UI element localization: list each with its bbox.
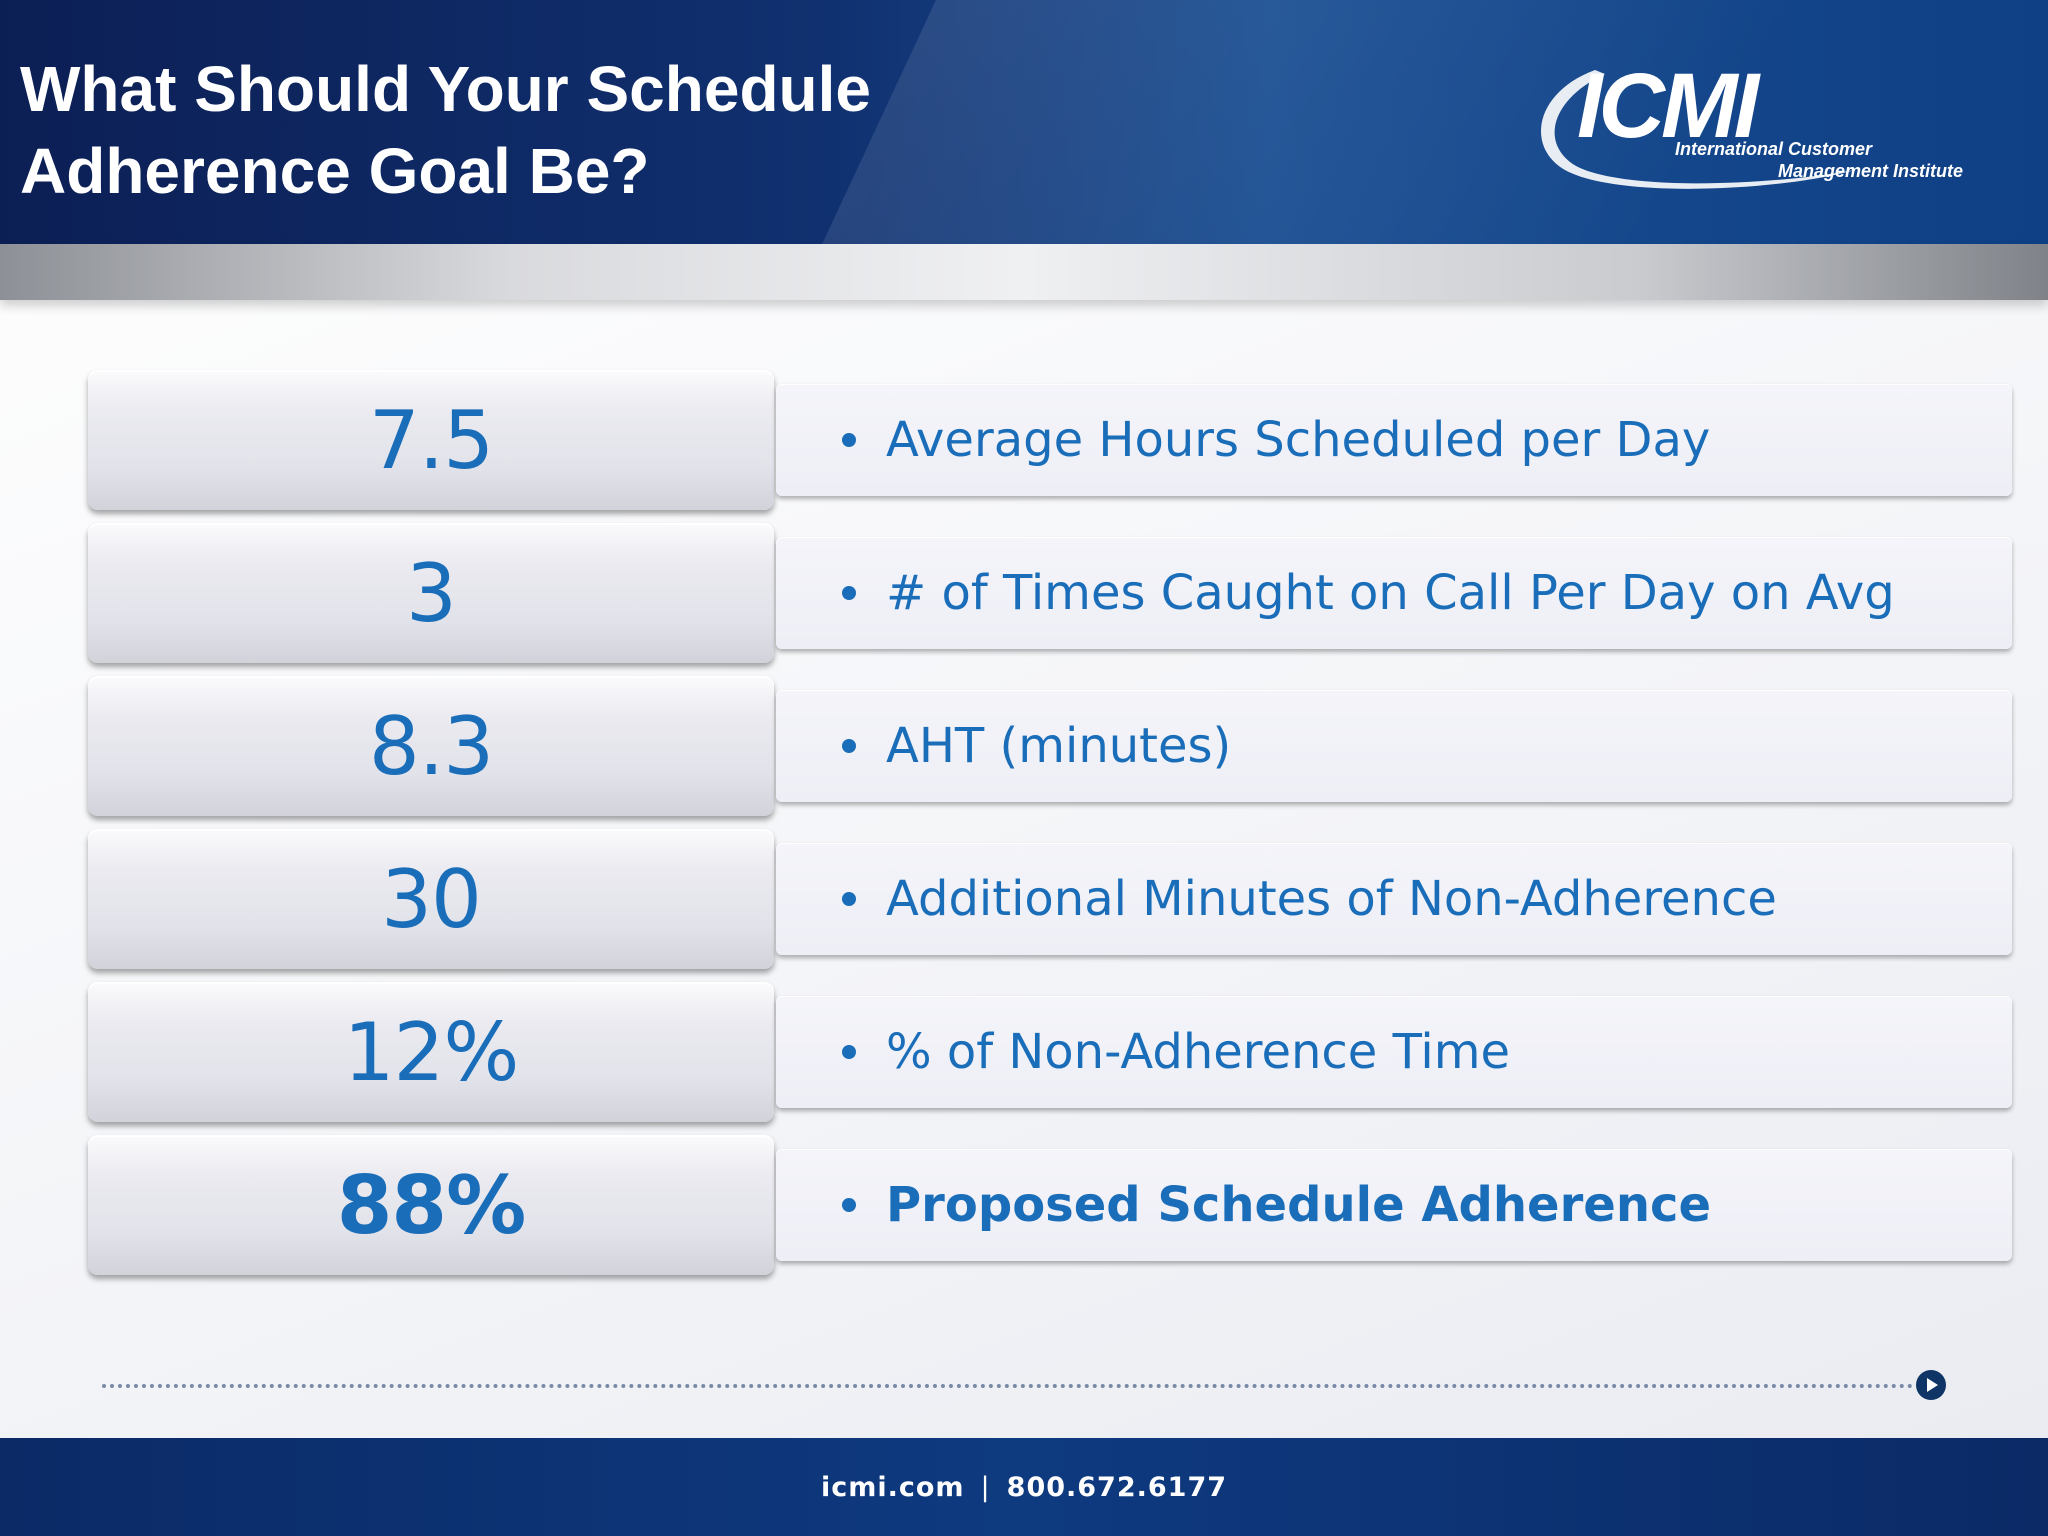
bullet-dot-icon (842, 433, 856, 447)
logo-subtitle: International Customer Management Instit… (1643, 138, 1963, 182)
icmi-logo: ICMI International Customer Management I… (1525, 52, 1965, 202)
metric-value: 8.3 (368, 699, 494, 793)
metric-value: 3 (406, 546, 457, 640)
metric-value: 12% (343, 1005, 520, 1099)
bullet-dot-icon (842, 1045, 856, 1059)
metric-value-box: 30 (88, 829, 774, 969)
footer-separator: | (980, 1471, 991, 1503)
metric-label-box: Proposed Schedule Adherence (776, 1149, 2012, 1261)
metric-label: Additional Minutes of Non-Adherence (886, 871, 1777, 927)
metric-value: 7.5 (368, 393, 494, 487)
metric-label-box: Average Hours Scheduled per Day (776, 384, 2012, 496)
metric-label: Average Hours Scheduled per Day (886, 412, 1711, 468)
metric-value-box: 3 (88, 523, 774, 663)
metric-label-box: # of Times Caught on Call Per Day on Avg (776, 537, 2012, 649)
title-line-1: What Should Your Schedule (20, 53, 871, 125)
metric-value-box: 88% (88, 1135, 774, 1275)
metric-label: Proposed Schedule Adherence (886, 1177, 1711, 1233)
dotted-progress-line (102, 1384, 1914, 1388)
footer-website: icmi.com (820, 1471, 965, 1503)
logo-subtitle-line-2: Management Institute (1777, 161, 1963, 181)
metric-label-box: % of Non-Adherence Time (776, 996, 2012, 1108)
metric-value-box: 7.5 (88, 370, 774, 510)
logo-subtitle-line-1: International Customer (1675, 139, 1873, 159)
metric-label: % of Non-Adherence Time (886, 1024, 1511, 1080)
metric-value: 88% (336, 1158, 526, 1252)
metric-row: 12% % of Non-Adherence Time (0, 982, 2048, 1124)
bullet-dot-icon (842, 586, 856, 600)
metric-value-box: 8.3 (88, 676, 774, 816)
metric-row-highlight: 88% Proposed Schedule Adherence (0, 1135, 2048, 1277)
bullet-dot-icon (842, 739, 856, 753)
metric-row: 7.5 Average Hours Scheduled per Day (0, 370, 2048, 512)
metric-value-box: 12% (88, 982, 774, 1122)
footer-phone: 800.672.6177 (1006, 1471, 1228, 1503)
metric-label-box: AHT (minutes) (776, 690, 2012, 802)
bullet-dot-icon (842, 892, 856, 906)
logo-wordmark: ICMI (1577, 55, 1759, 157)
slide-title: What Should Your Schedule Adherence Goal… (20, 48, 871, 212)
slide-header: What Should Your Schedule Adherence Goal… (0, 0, 2048, 244)
title-line-2: Adherence Goal Be? (20, 135, 650, 207)
next-arrow-icon[interactable] (1916, 1370, 1946, 1400)
metric-row: 3 # of Times Caught on Call Per Day on A… (0, 523, 2048, 665)
metric-row: 8.3 AHT (minutes) (0, 676, 2048, 818)
bullet-dot-icon (842, 1198, 856, 1212)
metric-label: AHT (minutes) (886, 718, 1232, 774)
metric-value: 30 (381, 852, 482, 946)
metric-label: # of Times Caught on Call Per Day on Avg (886, 565, 1895, 621)
logo-swoosh-icon (1541, 70, 1855, 189)
header-shadow-band (0, 244, 2048, 300)
metric-row: 30 Additional Minutes of Non-Adherence (0, 829, 2048, 971)
slide-footer: icmi.com | 800.672.6177 (0, 1438, 2048, 1536)
metric-label-box: Additional Minutes of Non-Adherence (776, 843, 2012, 955)
